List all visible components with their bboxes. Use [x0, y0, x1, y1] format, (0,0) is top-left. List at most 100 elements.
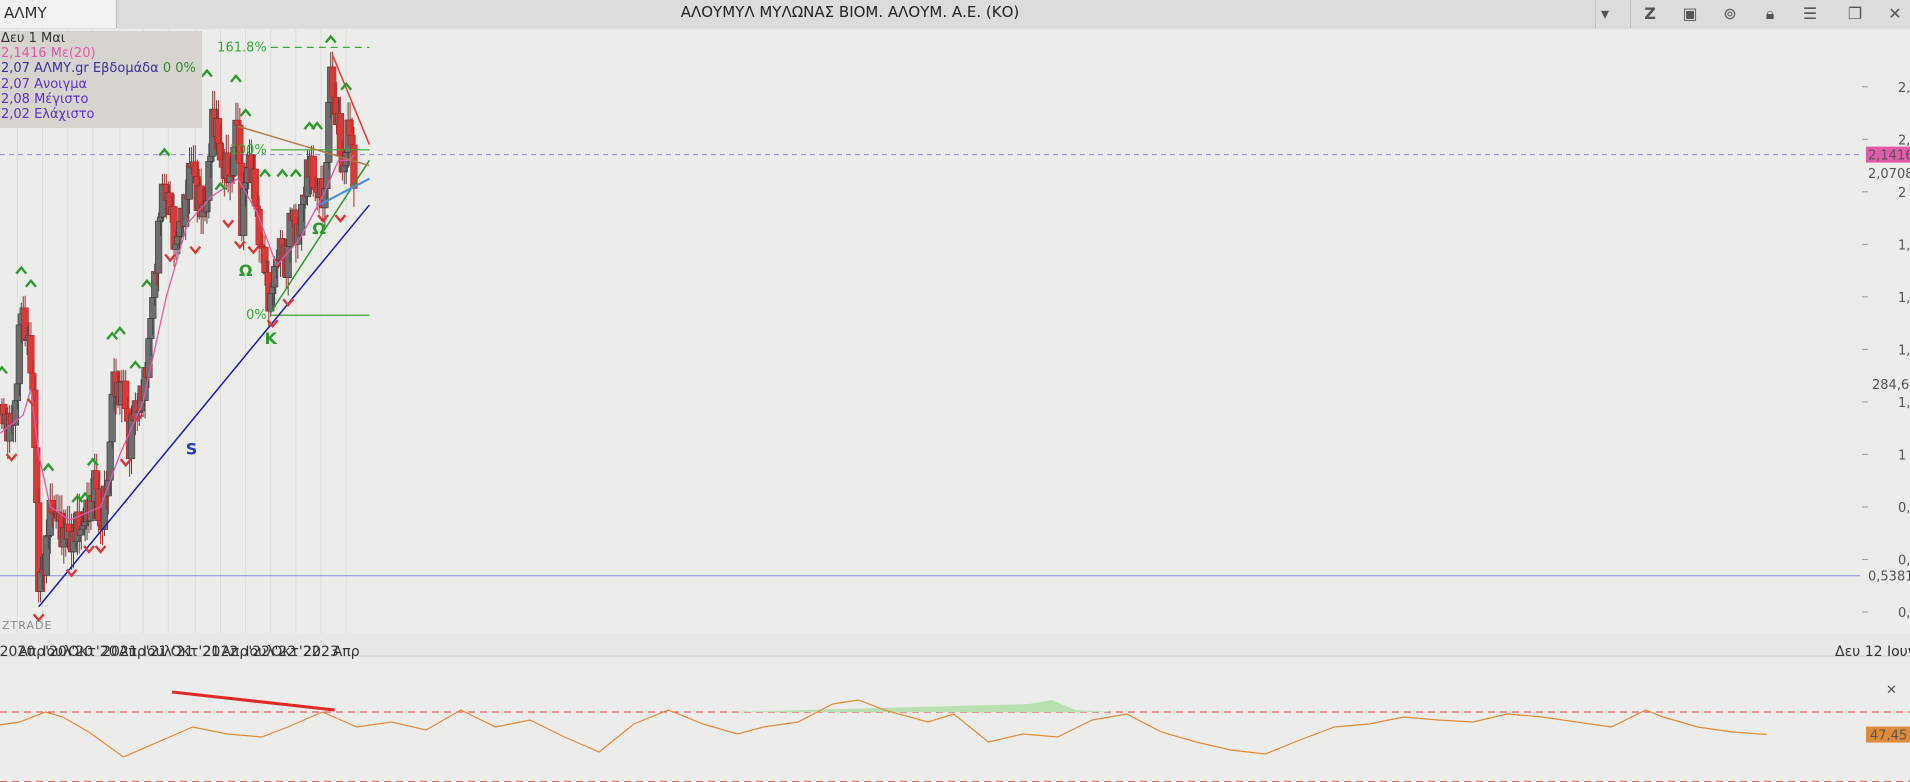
- plot-background: [0, 29, 1910, 633]
- restore-icon[interactable]: ❐: [1847, 4, 1863, 23]
- info-ma: 2,1416 Με(20): [1, 46, 96, 62]
- y-tick-label: 0,6: [1898, 553, 1910, 568]
- swing-high-marker: [86, 457, 99, 467]
- fib-level-label: 161.8%: [217, 40, 267, 55]
- x-tick-label: Απρ'20: [18, 644, 67, 660]
- lock-icon[interactable]: 🔒︎: [1765, 4, 1775, 23]
- swing-low-marker: [222, 219, 235, 229]
- last-price-label: 2,0708: [1868, 167, 1910, 182]
- close-icon[interactable]: ✕: [1888, 4, 1902, 23]
- swing-high-marker: [79, 491, 92, 501]
- low-line-label: 0,5381: [1868, 570, 1910, 585]
- swing-low-marker: [131, 413, 144, 423]
- x-tick-label: Οκτ'21: [171, 644, 220, 660]
- swing-high-marker: [311, 121, 324, 130]
- osc-close-icon[interactable]: ✕: [1886, 683, 1897, 698]
- osc-overbought-area: [730, 700, 1114, 712]
- info-open: 2,07 Ανοιγμα: [1, 76, 88, 92]
- y-tick-label: 1,8: [1898, 238, 1910, 253]
- oscillator-line: [0, 699, 1767, 758]
- swing-high-marker: [289, 168, 302, 178]
- info-close-value: 2,07: [1, 61, 30, 77]
- info-panel: Δευ 1 Μαι 2,1416 Με(20) 2,07 ΑΛΜΥ.gr Εβδ…: [0, 31, 202, 128]
- info-close: 2,07 ΑΛΜΥ.gr Εβδομάδα 0 0%: [0, 61, 202, 76]
- trendline-resistance-long: [237, 125, 370, 167]
- info-close-series: ΑΛΜΥ.gr Εβδομάδα: [34, 61, 159, 77]
- x-tick-label: Οκτ'20: [68, 644, 117, 660]
- swing-low-marker: [189, 245, 202, 255]
- link-icon[interactable]: ⊚: [1723, 4, 1737, 23]
- swing-high-marker: [15, 265, 28, 275]
- low-line-label-bg: [1866, 567, 1910, 584]
- swing-high-marker: [113, 326, 126, 335]
- panel-icon[interactable]: ▣: [1682, 4, 1698, 23]
- swing-low-marker: [32, 613, 45, 623]
- swing-high-marker: [340, 81, 353, 91]
- info-high: 2,08 Μέγιστο: [1, 91, 89, 107]
- swing-high-marker: [0, 365, 8, 375]
- swing-high-marker: [214, 181, 227, 191]
- toolbar-separator: [1630, 0, 1631, 28]
- chart-annotation: Ω: [312, 219, 326, 238]
- osc-value-bg: [1866, 726, 1910, 743]
- y-tick-label: 1,4: [1898, 343, 1910, 358]
- swing-low-marker: [119, 458, 132, 468]
- x-tick-label: Ιουλ'22: [245, 644, 296, 660]
- y-tick-label: 2: [1898, 186, 1906, 201]
- y-tick-label: 1,2: [1898, 396, 1910, 411]
- x-end-label: Δευ 12 Ιουν: [1835, 644, 1910, 660]
- osc-value-label: 47,45: [1870, 729, 1907, 744]
- swing-high-marker: [276, 168, 289, 178]
- y-tick-label: 2,2: [1898, 133, 1910, 148]
- ztrade-logo: ZTRADE: [2, 619, 52, 632]
- ma-line: [0, 154, 355, 521]
- swing-high-marker: [201, 68, 213, 78]
- oscillator-background: [0, 658, 1910, 782]
- x-tick-label: Ιουλ'20: [42, 644, 93, 660]
- swing-high-marker: [158, 147, 171, 157]
- price-chart[interactable]: 0,40,60,811,21,41,61,822,22,42020Απρ'20Ι…: [0, 29, 1910, 782]
- chart-annotation: S: [186, 439, 198, 458]
- info-date: Δευ 1 Μαι: [1, 31, 66, 46]
- minimize-icon[interactable]: ☰: [1802, 4, 1818, 23]
- x-tick-label: Απρ: [333, 644, 360, 660]
- swing-high-marker: [141, 278, 153, 288]
- swing-high-marker: [42, 462, 55, 472]
- fib-level-label: 100%: [230, 143, 267, 158]
- swing-low-marker: [282, 298, 295, 307]
- y-tick-label: 0,4: [1898, 606, 1910, 621]
- last-price-label-bg: [1866, 165, 1910, 182]
- trendline-support-short: [270, 159, 371, 314]
- swing-low-marker: [317, 214, 329, 223]
- symbol-tab[interactable]: ΑΛΜΥ: [0, 0, 117, 28]
- x-tick-label: 2020: [0, 644, 35, 660]
- swing-high-marker: [239, 108, 252, 117]
- x-tick-label: Απρ'21: [119, 644, 168, 660]
- swing-high-marker: [324, 34, 337, 44]
- trendline-support-main: [38, 204, 370, 608]
- window-title: ΑΛΟΥΜΥΛ ΜΥΛΩΝΑΣ ΒΙΟΜ. ΑΛΟΥΜ. Α.Ε. (ΚΟ): [680, 3, 1020, 21]
- oscillator-downtrend: [171, 690, 335, 712]
- trendline-resistance-short: [331, 54, 371, 145]
- swing-low-marker: [266, 319, 279, 328]
- y-tick-label: 1: [1898, 448, 1906, 463]
- ma-price-label: 2,1416: [1868, 149, 1910, 164]
- swing-high-marker: [129, 360, 142, 369]
- toolbar-separator: [1595, 0, 1596, 28]
- chevron-down-icon[interactable]: ▾: [1600, 4, 1610, 23]
- y-tick-label: 2,4: [1898, 81, 1910, 96]
- x-tick-label: Απρ'22: [221, 644, 270, 660]
- swing-low-marker: [164, 253, 177, 263]
- swing-high-marker: [259, 168, 271, 178]
- swing-low-marker: [247, 245, 260, 255]
- brand-z-icon[interactable]: Z: [1644, 4, 1656, 23]
- swing-low-marker: [26, 398, 39, 407]
- swing-low-marker: [65, 568, 78, 578]
- x-tick-label: Ιουλ'21: [143, 644, 194, 660]
- y-tick-label: 1,6: [1898, 291, 1910, 306]
- x-tick-label: 2022: [203, 644, 239, 660]
- swing-low-marker: [5, 453, 18, 462]
- chart-annotation: Ω: [239, 261, 253, 280]
- y-tick-label: 0,8: [1898, 501, 1910, 516]
